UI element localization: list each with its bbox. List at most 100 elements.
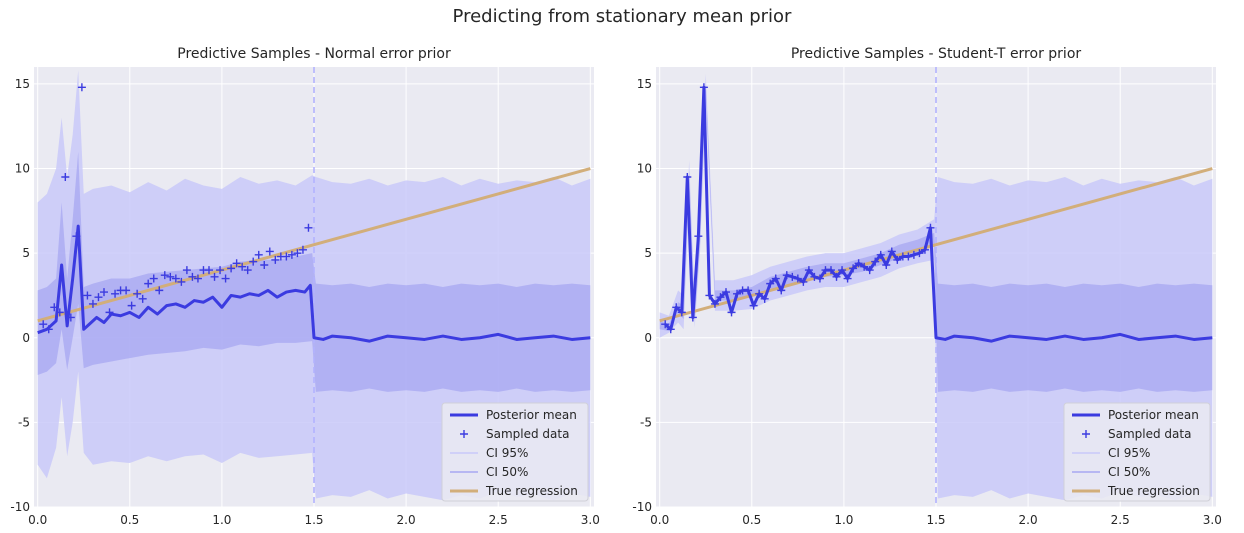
sampled-data-point: [188, 272, 197, 281]
sampled-data-point: [50, 303, 59, 312]
chart-panel-student-t: 0.0 0.5 1.0 1.5 2.0 2.5 3.0 -10 -5 0 5 10 15 Predicti…: [632, 46, 1222, 527]
chart-panel-normal: 0.0 0.5 1.0 1.5 2.0 2.5 3.0 -10 -5 0 5 10 15 Predicti…: [10, 46, 600, 527]
sampled-data-point: [144, 279, 153, 288]
sampled-data-point: [777, 286, 786, 295]
sampled-data-point: [171, 274, 180, 283]
sampled-data-point: [920, 245, 929, 254]
x-tick-label: 0.5: [742, 513, 761, 527]
x-tick-label: 1.0: [212, 513, 231, 527]
x-tick-label: 1.5: [304, 513, 323, 527]
sampled-data-point: [672, 303, 681, 312]
sampled-data-point: [127, 301, 136, 310]
sampled-data-point: [55, 308, 64, 317]
true-regression-line: [659, 167, 1213, 323]
sampled-data-point: [72, 232, 81, 241]
legend-sampled-data: Sampled data: [486, 427, 569, 441]
x-tick-label: 1.5: [926, 513, 945, 527]
legend-box: [1063, 402, 1211, 502]
sampled-data-point: [666, 325, 675, 334]
ci50-band: [659, 82, 1213, 392]
sampled-data-point: [832, 272, 841, 281]
y-tick-label: 15: [15, 77, 30, 91]
sampled-data-point: [298, 245, 307, 254]
sampled-data-point: [688, 313, 697, 322]
sampled-data-point: [827, 266, 835, 275]
sampled-data-point: [111, 289, 120, 298]
legend: Posterior mean Sampled data CI 95% CI 50% Tr…: [1063, 402, 1211, 502]
sampled-data-point: [661, 320, 670, 329]
x-tick-label: 0.0: [650, 513, 669, 527]
sampled-data-point: [160, 271, 169, 280]
sampled-data-point: [287, 250, 296, 259]
x-tick-label: 2.0: [1019, 513, 1038, 527]
sampled-data-point: [105, 308, 114, 317]
sampled-data-point: [915, 249, 924, 258]
sampled-data-point: [260, 261, 269, 269]
sampled-data-point: [849, 264, 858, 273]
y-tick-label: 5: [22, 246, 30, 260]
sampled-data-point: [887, 247, 896, 256]
y-tick-label: -5: [640, 415, 652, 429]
legend-ci50: CI 50%: [486, 465, 528, 479]
sampled-data-point: [271, 255, 280, 264]
y-tick-label: 0: [644, 331, 652, 345]
x-tick-label: 2.0: [397, 513, 416, 527]
sampled-data-point: [94, 293, 103, 302]
legend-posterior-mean: Posterior mean: [486, 408, 577, 422]
sampled-data-point: [694, 232, 703, 241]
plot-series-group: [659, 67, 1213, 507]
legend-ci95: CI 95%: [1108, 446, 1150, 460]
sampled-data-point: [904, 252, 913, 261]
sampled-data-point: [716, 293, 725, 302]
legend: Posterior mean Sampled data CI 95% CI 50% Tr…: [441, 402, 589, 502]
y-tick-label: 15: [637, 77, 652, 91]
sampled-data-point: [249, 257, 258, 266]
sampled-data-point: [744, 286, 753, 295]
sampled-data-point: [77, 83, 86, 92]
sampled-data-point: [227, 264, 236, 273]
sampled-data-point: [838, 266, 847, 275]
sampled-data-point: [155, 286, 164, 295]
sampled-data-point: [727, 308, 736, 317]
sampled-data-point: [843, 274, 852, 283]
sampled-data-point: [232, 259, 241, 268]
legend-box: [441, 402, 589, 502]
y-tick-label: -10: [10, 500, 30, 514]
sampled-data-point: [138, 294, 147, 303]
sampled-data-point: [254, 250, 263, 259]
x-tick-label: 0.5: [120, 513, 139, 527]
y-tick-label: 0: [22, 331, 30, 345]
x-tick-label: 3.0: [581, 513, 600, 527]
sampled-data-point: [926, 223, 935, 232]
sampled-data-point: [122, 286, 131, 295]
x-tick-label: 3.0: [1203, 513, 1222, 527]
sampled-data-point: [749, 301, 758, 310]
sampled-data-point: [705, 291, 714, 300]
sampled-data-point: [733, 289, 742, 298]
x-tick-label: 2.5: [489, 513, 508, 527]
y-tick-label: -10: [632, 500, 652, 514]
true-regression-line: [37, 167, 591, 323]
sampled-data-point: [304, 223, 313, 232]
sampled-data-point: [810, 272, 819, 281]
chart-title: Predictive Samples - Student-T error pri…: [791, 46, 1082, 62]
y-tick-label: 10: [637, 162, 652, 176]
sampled-data-point: [804, 266, 813, 275]
sampled-data-point: [815, 274, 824, 283]
x-tick-label: 0.0: [28, 513, 47, 527]
sampled-data-point: [799, 277, 808, 286]
sampled-data-point: [882, 261, 891, 269]
figure-title: Predicting from stationary mean prior: [452, 6, 792, 27]
y-tick-label: 10: [15, 162, 30, 176]
sampled-data-point: [782, 271, 791, 280]
posterior-mean-line: [664, 85, 1213, 343]
sampled-data-point: [755, 289, 764, 298]
sampled-data-point: [238, 262, 247, 271]
sampled-data-point: [293, 249, 302, 258]
sampled-data-point: [771, 274, 780, 283]
sampled-data-point: [865, 266, 874, 275]
sampled-data-point: [133, 289, 142, 298]
sampled-data-point: [860, 262, 869, 271]
sampled-data-point: [205, 266, 213, 275]
legend-posterior-mean: Posterior mean: [1108, 408, 1199, 422]
